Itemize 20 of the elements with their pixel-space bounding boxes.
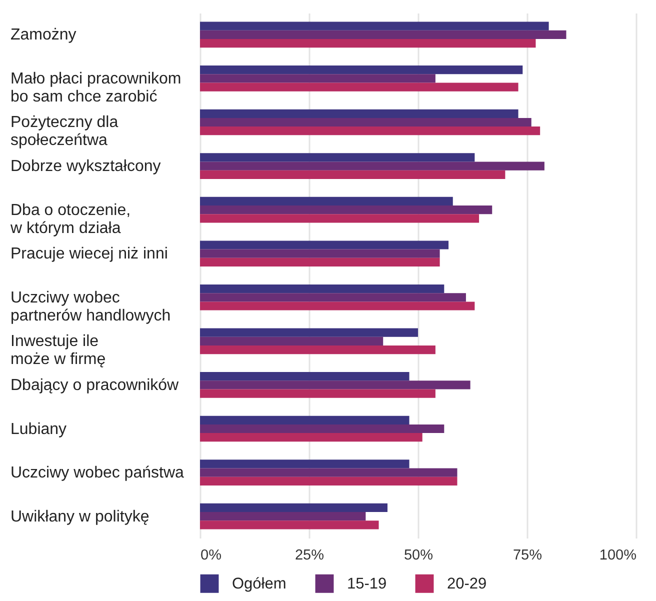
legend-label: 20-29 bbox=[447, 576, 487, 593]
legend-label: 15-19 bbox=[347, 576, 387, 593]
legend-label: Ogółem bbox=[232, 576, 286, 593]
y-tick-label: Lubiany bbox=[10, 420, 67, 438]
x-tick-label: 100% bbox=[599, 548, 637, 564]
y-tick-label: Pożyteczny dla społeczeńtwa bbox=[10, 114, 118, 150]
x-tick-label: 25% bbox=[294, 548, 324, 564]
x-tick-label: 0% bbox=[200, 548, 222, 564]
y-tick-label: Inwestuje ile może w firmę bbox=[10, 333, 106, 368]
y-tick-label: Mało płaci pracownikom bo sam chce zarobić bbox=[10, 70, 182, 106]
y-tick-label: Uczciwy wobec państwa bbox=[10, 464, 184, 482]
y-tick-label: Pracuje wiecej niż inni bbox=[10, 246, 168, 263]
y-tick-label: Zamożny bbox=[10, 26, 76, 44]
x-tick-label: 75% bbox=[512, 548, 542, 564]
y-tick-label: Dba o otoczenie, w którym działa bbox=[10, 202, 131, 237]
y-tick-label: Dbający o pracowników bbox=[10, 376, 180, 394]
x-tick-label: 50% bbox=[404, 548, 434, 564]
y-tick-label: Dobrze wykształcony bbox=[10, 158, 161, 176]
y-tick-label: Uczciwy wobec partnerów handlowych bbox=[10, 289, 171, 324]
y-tick-label: Uwikłany w politykę bbox=[10, 508, 150, 526]
